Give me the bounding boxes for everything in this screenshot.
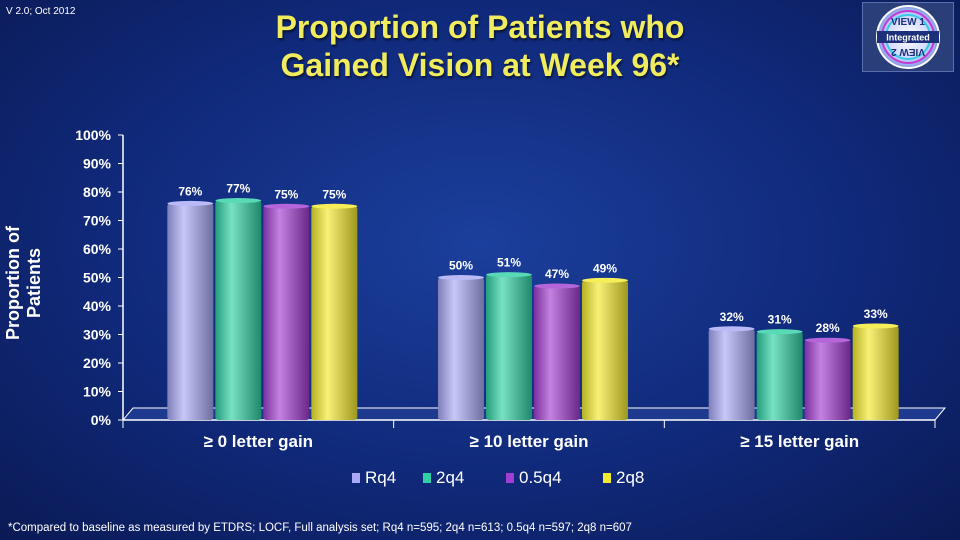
- legend-label-2q8: 2q8: [616, 468, 644, 487]
- logo-top-text: VIEW 1: [891, 17, 925, 28]
- bar-top-Rq4-0: [167, 200, 214, 206]
- bar-top-0.5q4-1: [534, 283, 580, 289]
- x-tick-label: ≥ 10 letter gain: [470, 432, 589, 451]
- bar-top-Rq4-2: [708, 326, 755, 332]
- bar-top-2q4-1: [486, 272, 532, 278]
- bar-top-0.5q4-2: [804, 337, 851, 343]
- logo-bottom-text: VIEW 2: [891, 46, 925, 57]
- x-tick-label: ≥ 0 letter gain: [204, 432, 313, 451]
- y-tick-label: 80%: [83, 184, 112, 200]
- bar-0.5q4-0: [263, 206, 310, 420]
- y-tick-label: 40%: [83, 298, 112, 314]
- bar-top-2q8-2: [852, 323, 899, 329]
- version-label: V 2.0; Oct 2012: [6, 6, 76, 17]
- chart-labels: 76% 77% 75% 75% ≥ 0 letter gain 50% 51% 47% 49% ≥…: [178, 182, 888, 451]
- bar-2q4-2: [756, 331, 803, 420]
- data-label: 51%: [497, 256, 521, 270]
- data-label: 28%: [816, 321, 840, 335]
- data-label: 32%: [720, 310, 744, 324]
- bar-2q8-0: [311, 206, 358, 420]
- bar-Rq4-2: [708, 328, 755, 420]
- logo-middle-text: Integrated: [886, 33, 930, 43]
- data-label: 76%: [178, 184, 202, 198]
- page-title: Proportion of Patients who Gained Vision…: [150, 8, 810, 84]
- bar-0.5q4-1: [534, 286, 580, 420]
- legend-swatch-2q4: [423, 473, 431, 483]
- legend-swatch-Rq4: [352, 473, 360, 483]
- legend-swatch-0.5q4: [506, 473, 514, 483]
- bar-top-2q8-0: [311, 203, 358, 209]
- chart-legend: Rq4 2q4 0.5q4 2q8: [352, 468, 644, 487]
- data-label: 50%: [449, 259, 473, 273]
- legend-label-0.5q4: 0.5q4: [519, 468, 562, 487]
- legend-swatch-2q8: [603, 473, 611, 483]
- legend-label-Rq4: Rq4: [365, 468, 396, 487]
- bar-2q8-1: [582, 280, 628, 420]
- data-label: 75%: [322, 187, 346, 201]
- data-label: 33%: [864, 307, 888, 321]
- bar-2q4-0: [215, 200, 262, 420]
- data-label: 47%: [545, 267, 569, 281]
- y-tick-label: 60%: [83, 241, 112, 257]
- bar-0.5q4-2: [804, 340, 851, 420]
- data-label: 31%: [768, 313, 792, 327]
- bar-top-0.5q4-0: [263, 203, 310, 209]
- y-tick-label: 50%: [83, 270, 112, 286]
- bar-2q8-2: [852, 325, 899, 420]
- footnote: *Compared to baseline as measured by ETD…: [8, 522, 632, 534]
- y-tick-label: 90%: [83, 156, 112, 172]
- chart-bars: [167, 198, 899, 420]
- data-label: 77%: [226, 182, 250, 196]
- y-tick-label: 20%: [83, 355, 112, 371]
- bar-top-2q4-0: [215, 198, 262, 204]
- bar-top-2q4-2: [756, 329, 803, 335]
- y-tick-label: 30%: [83, 327, 112, 343]
- x-tick-label: ≥ 15 letter gain: [740, 432, 859, 451]
- y-tick-label: 100%: [75, 127, 111, 143]
- bar-top-2q8-1: [582, 277, 628, 283]
- bar-top-Rq4-1: [438, 275, 484, 280]
- bar-2q4-1: [486, 274, 532, 420]
- y-tick-label: 10%: [83, 384, 112, 400]
- title-line-1: Proportion of Patients who: [275, 9, 685, 45]
- data-label: 49%: [593, 261, 617, 275]
- view-integrated-logo: VIEW 1 Integrated VIEW 2: [862, 2, 954, 72]
- y-tick-label: 0%: [91, 412, 112, 428]
- title-line-2: Gained Vision at Week 96*: [280, 47, 680, 83]
- legend-label-2q4: 2q4: [436, 468, 464, 487]
- bar-Rq4-0: [167, 203, 214, 420]
- data-label: 75%: [274, 187, 298, 201]
- bar-chart: 0% 10% 20% 30% 40% 50% 60% 70% 80% 90% 100% 76% 77%…: [75, 127, 947, 487]
- y-tick-label: 70%: [83, 213, 112, 229]
- bar-Rq4-1: [438, 277, 484, 420]
